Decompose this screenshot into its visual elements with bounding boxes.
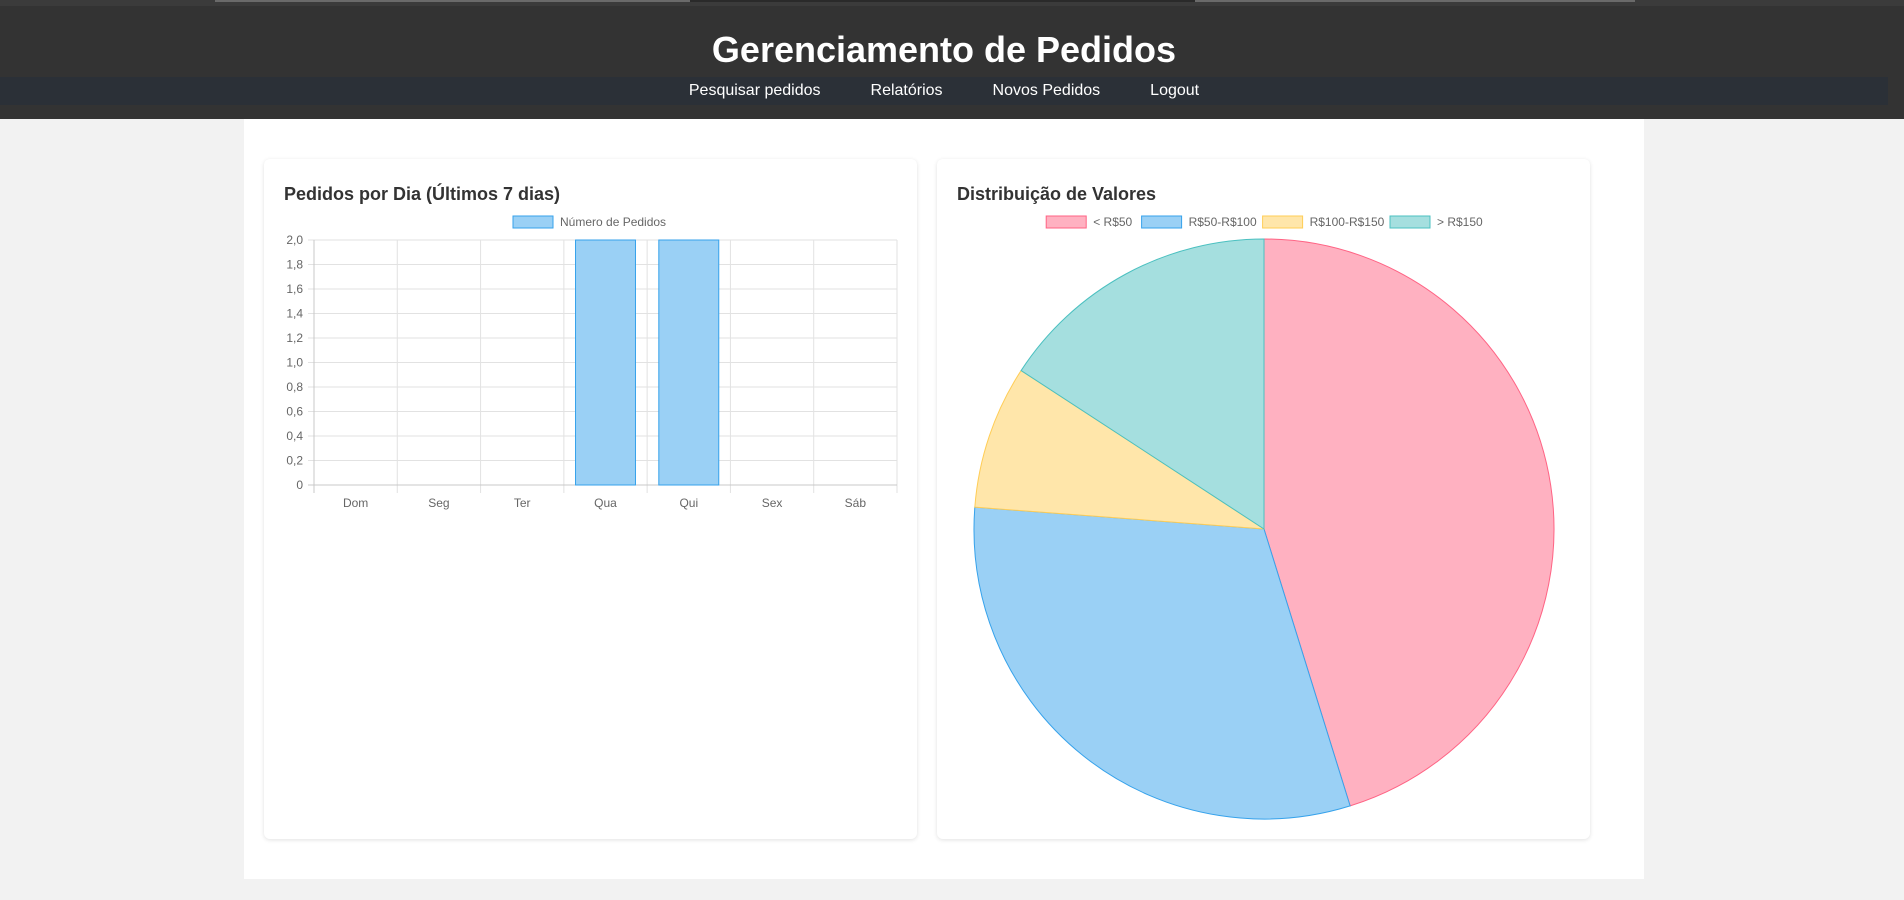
browser-top-strip <box>0 0 1904 6</box>
nav-new-orders[interactable]: Novos Pedidos <box>992 82 1101 99</box>
pie-legend-swatch[interactable] <box>1262 215 1304 229</box>
nav-reports[interactable]: Relatórios <box>870 82 943 99</box>
pie-legend-label[interactable]: < R$50 <box>1093 215 1132 229</box>
bar-legend-label[interactable]: Número de Pedidos <box>560 215 666 229</box>
main-nav: Pesquisar pedidos Relatórios Novos Pedid… <box>0 77 1888 105</box>
value-distribution-card: Distribuição de Valores < R$50 R$50-R$100… <box>937 159 1590 839</box>
bar-x-tick-label: Qui <box>679 496 698 510</box>
bar-x-tick-label: Seg <box>428 496 449 510</box>
pie-chart-title: Distribuição de Valores <box>957 184 1157 204</box>
bar-y-tick-label: 1,4 <box>286 307 303 321</box>
orders-bar-chart: Número de Pedidos 0 0,2 0,4 0,6 0,8 1,0 1,2 1,4 1… <box>286 215 898 510</box>
bar-y-tick-label: 0,4 <box>286 429 303 443</box>
pie-slice-3[interactable] <box>1020 238 1265 530</box>
nav-logout[interactable]: Logout <box>1150 82 1200 99</box>
bar-y-tick-label: 1,2 <box>286 331 303 345</box>
bar-y-tick-label: 2,0 <box>286 233 303 247</box>
page-title: Gerenciamento de Pedidos <box>711 29 1177 70</box>
bar-x-tick-label: Ter <box>514 496 531 510</box>
bar-y-tick-label: 0 <box>296 478 303 492</box>
pie-slice-0[interactable] <box>1263 238 1555 807</box>
value-pie-chart: < R$50 R$50-R$100 R$100-R$150 > R$150 <box>973 215 1555 820</box>
bar-y-tick-label: 1,0 <box>286 356 303 370</box>
bar-y-tick-label: 1,6 <box>286 282 303 296</box>
bar-y-tick-label: 0,2 <box>286 454 303 468</box>
bar-chart-title: Pedidos por Dia (Últimos 7 dias) <box>284 184 561 204</box>
pie-legend-swatch[interactable] <box>1045 215 1087 229</box>
bar-y-tick-label: 1,8 <box>286 258 303 272</box>
bar-legend-swatch[interactable] <box>512 215 554 229</box>
pie-slice-1[interactable] <box>973 506 1351 820</box>
page-header: Gerenciamento de Pedidos Pesquisar pedid… <box>0 6 1904 119</box>
pie-legend-label[interactable]: R$50-R$100 <box>1189 215 1257 229</box>
bar-x-tick-label: Qua <box>594 496 617 510</box>
bar-qui[interactable] <box>658 239 720 486</box>
bar-x-tick-label: Dom <box>343 496 368 510</box>
pie-legend-swatch[interactable] <box>1141 215 1183 229</box>
bar-y-tick-label: 0,8 <box>286 380 303 394</box>
pie-legend-label[interactable]: > R$150 <box>1437 215 1483 229</box>
nav-search-orders[interactable]: Pesquisar pedidos <box>688 82 821 99</box>
orders-per-day-card: Pedidos por Dia (Últimos 7 dias) Número … <box>264 159 917 839</box>
bar-x-tick-label: Sex <box>762 496 783 510</box>
main-container: Pedidos por Dia (Últimos 7 dias) Número … <box>244 119 1644 879</box>
pie-legend-swatch[interactable] <box>1389 215 1431 229</box>
bar-x-tick-label: Sáb <box>845 496 867 510</box>
bar-y-tick-label: 0,6 <box>286 405 303 419</box>
pie-slice-2[interactable] <box>974 369 1265 530</box>
bar-qua[interactable] <box>575 239 636 486</box>
pie-legend-label[interactable]: R$100-R$150 <box>1310 215 1385 229</box>
